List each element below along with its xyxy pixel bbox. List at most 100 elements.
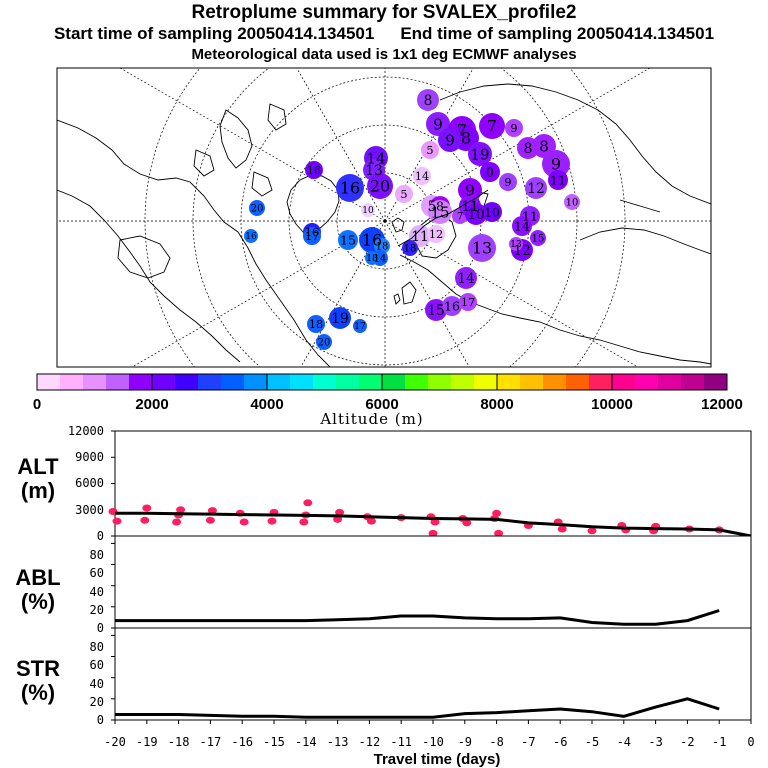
colorbar-tick: 4000 xyxy=(250,396,283,413)
trajectory-path xyxy=(397,189,489,247)
map-point-label: 20 xyxy=(318,338,331,349)
map-point xyxy=(303,227,321,245)
alt-ytick: 9000 xyxy=(75,450,104,464)
map-point xyxy=(459,293,477,311)
map-trajectory xyxy=(397,189,489,247)
colorbar-title: Altitude (m) xyxy=(319,410,423,428)
x-tick-label: -19 xyxy=(136,735,158,749)
coastline-greenland xyxy=(286,174,340,235)
coastline-scandinavia xyxy=(411,213,457,259)
map-point-label: 12 xyxy=(513,243,531,259)
x-tick-label: -9 xyxy=(458,735,472,749)
colorbar-cell xyxy=(37,374,61,390)
map-point-label: 13 xyxy=(365,163,383,179)
map-point-label: 9 xyxy=(551,155,561,174)
map-point xyxy=(402,240,418,256)
str-plot-frame xyxy=(114,627,752,721)
map-point-label: 18 xyxy=(376,242,389,253)
colorbar-cell xyxy=(635,374,659,390)
map-point-label: 16 xyxy=(307,164,321,177)
map-point xyxy=(427,225,445,243)
alt-ytick: 3000 xyxy=(75,503,104,517)
alt-cluster-dot xyxy=(303,499,313,507)
alt-ytick: 0 xyxy=(97,529,104,543)
colorbar-cell xyxy=(267,374,291,390)
alt-ytick: 12000 xyxy=(68,424,104,438)
map-point-label: 15 xyxy=(427,303,445,319)
map-point xyxy=(455,267,477,289)
meridian-line xyxy=(384,220,639,367)
map-point-label: 11 xyxy=(411,229,429,245)
map-point xyxy=(367,173,393,199)
alt-cluster-dot xyxy=(557,525,567,533)
colorbar-tick: 8000 xyxy=(480,396,513,413)
colorbar-tick: 2000 xyxy=(135,396,168,413)
coastline-svalbard xyxy=(391,217,405,233)
colorbar-cell xyxy=(474,374,498,390)
map-point-label: 17 xyxy=(354,322,366,332)
x-tick-label: -12 xyxy=(359,735,381,749)
map-point-label: 5 xyxy=(426,144,433,157)
map-point-label: 15 xyxy=(430,203,449,221)
start-time-label: Start time of sampling 20050414.134501 xyxy=(53,24,375,43)
colorbar-tick: 6000 xyxy=(365,396,398,413)
map-point-label: 13 xyxy=(472,239,492,258)
x-tick-label: -17 xyxy=(200,735,222,749)
colorbar-cell xyxy=(290,374,314,390)
abl-ytick: 80 xyxy=(90,548,104,562)
colorbar-cell xyxy=(612,374,636,390)
map-point-label: 10 xyxy=(362,206,374,216)
map-point-label: 17 xyxy=(461,296,475,309)
map-point-label: 16 xyxy=(444,298,460,313)
map-point xyxy=(542,150,570,178)
x-tick-label: -1 xyxy=(712,735,726,749)
alt-cluster-dot xyxy=(172,518,182,526)
x-tick-label: -8 xyxy=(489,735,503,749)
map-point-label: 7 xyxy=(457,121,467,140)
str-line xyxy=(115,697,720,719)
str-label: STR xyxy=(16,656,60,681)
map-point-label: 8 xyxy=(524,141,533,157)
map-point xyxy=(421,141,439,159)
map-point xyxy=(438,128,462,152)
map-point xyxy=(512,216,532,236)
map-point-label: 18 xyxy=(404,244,417,255)
map-point-label: 16 xyxy=(245,232,257,242)
alt-cluster-dot xyxy=(333,515,343,523)
map-point-label: 20 xyxy=(370,177,390,196)
map-point-label: 0 xyxy=(486,164,494,179)
colorbar-cell xyxy=(198,374,222,390)
colorbar-cell xyxy=(83,374,107,390)
alt-cluster-dot xyxy=(494,529,504,537)
abl-ytick: 20 xyxy=(90,603,104,617)
colorbar-cell xyxy=(152,374,176,390)
map-point-label: 18 xyxy=(309,318,323,331)
map-point xyxy=(465,203,487,225)
x-tick-label: -4 xyxy=(617,735,631,749)
colorbar-cell xyxy=(382,374,406,390)
coastline-siberia xyxy=(439,83,711,205)
str-ytick: 20 xyxy=(90,695,104,709)
map-point-label: 5 xyxy=(400,188,407,201)
x-tick-label: -3 xyxy=(648,735,662,749)
colorbar-cell xyxy=(566,374,590,390)
map-point-label: 10 xyxy=(467,207,485,223)
map-point-label: 14 xyxy=(415,170,429,183)
map-point-label: 8 xyxy=(436,198,444,213)
colorbar-cell xyxy=(451,374,475,390)
colorbar-cell xyxy=(336,374,360,390)
x-axis: -20 -19 -18 -17 -16 -15 -14 -13 -12 -11 -10 -9 -8 -7-… xyxy=(104,735,754,768)
colorbar-cell xyxy=(60,374,84,390)
colorbar-tick: 12000 xyxy=(701,396,743,413)
map-point-label: 8 xyxy=(539,137,549,155)
map-point xyxy=(480,162,500,182)
map-point xyxy=(458,178,482,202)
abl-line xyxy=(115,609,720,626)
map-point xyxy=(249,200,265,216)
colorbar-cell xyxy=(658,374,682,390)
alt-ytick: 6000 xyxy=(75,476,104,490)
sampling-times: Start time of sampling 20050414.134501 En… xyxy=(0,24,768,44)
coastline-north-america-2 xyxy=(57,189,241,363)
x-tick-label: -13 xyxy=(327,735,349,749)
